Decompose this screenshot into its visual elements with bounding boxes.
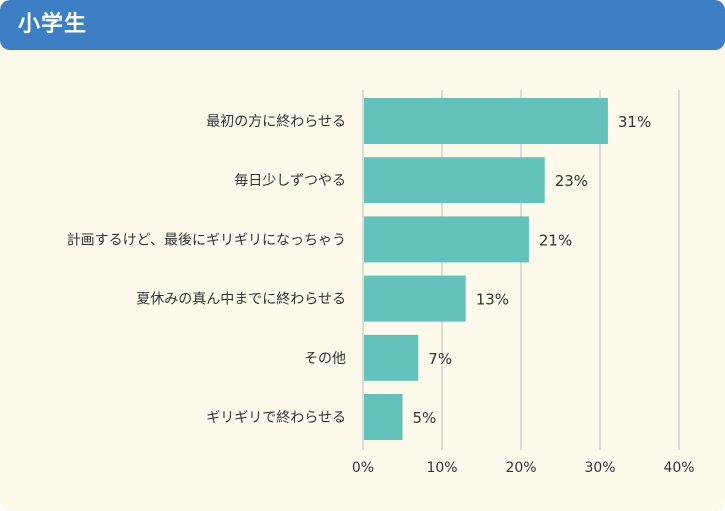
x-tick-label: 40% [663, 460, 694, 476]
category-label: その他 [304, 351, 346, 367]
bar [363, 216, 529, 263]
category-label: 夏休みの真ん中までに終わらせる [136, 292, 346, 308]
chart-title: 小学生 [18, 12, 88, 37]
bar [363, 98, 608, 144]
value-label: 31% [618, 113, 651, 131]
bar [363, 157, 545, 204]
category-label: 毎日少しずつやる [234, 173, 346, 189]
bar [363, 334, 419, 381]
bar [363, 275, 466, 322]
value-label: 21% [539, 231, 572, 249]
value-label: 7% [428, 350, 452, 368]
value-label: 5% [413, 409, 437, 427]
x-tick-label: 30% [584, 460, 615, 476]
category-label: ギリギリで終わらせる [206, 410, 346, 426]
category-label: 最初の方に終わらせる [206, 113, 346, 130]
value-label: 23% [555, 172, 588, 190]
x-tick-label: 10% [426, 460, 457, 476]
x-tick-label: 20% [505, 460, 536, 476]
category-label: 計画するけど、最後にギリギリになっちゃう [67, 232, 346, 248]
value-label: 13% [476, 291, 509, 309]
bar [363, 394, 403, 440]
x-tick-label: 0% [352, 460, 374, 476]
header-bar: 小学生 [0, 0, 725, 50]
